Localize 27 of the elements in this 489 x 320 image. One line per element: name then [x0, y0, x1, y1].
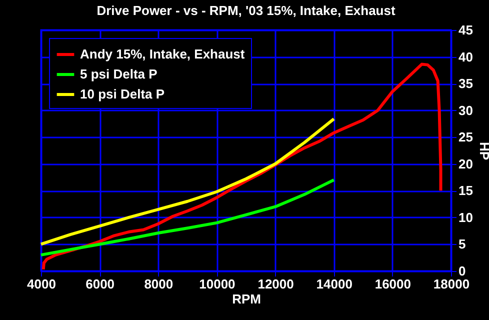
legend-label: 10 psi Delta P: [80, 86, 165, 102]
x-axis-title: RPM: [232, 292, 261, 306]
x-tick-label: 16000: [374, 276, 412, 292]
y-tick-label: 25: [458, 130, 473, 145]
x-tick-label: 18000: [433, 276, 470, 292]
y-tick-label: 30: [458, 102, 473, 118]
line-series: [40, 178, 336, 256]
x-tick-label: 10000: [199, 276, 236, 292]
y-tick-label: 40: [458, 49, 473, 64]
y-tick-label: 15: [458, 183, 473, 198]
y-axis-title: HP: [476, 142, 489, 160]
y-tick-label: 0: [458, 264, 466, 278]
line-series: [42, 62, 442, 271]
y-tick-label: 10: [458, 210, 473, 225]
x-tick-label: 6000: [86, 276, 115, 292]
x-tick-label: 14000: [316, 276, 352, 292]
y-tick-label: 5: [458, 236, 466, 252]
legend-label: Andy 15%, Intake, Exhaust: [80, 46, 246, 62]
x-tick-label: 8000: [144, 276, 174, 292]
x-tick-label: 12000: [258, 276, 294, 292]
chart-title: Drive Power - vs - RPM, '03 15%, Intake, Exhaust: [96, 3, 396, 18]
y-tick-label: 35: [458, 76, 473, 92]
line-series: [40, 117, 336, 246]
x-tick-label: 4000: [27, 276, 56, 292]
y-tick-label: 45: [458, 22, 473, 38]
y-tick-label: 20: [458, 156, 473, 172]
legend-label: 5 psi Delta P: [80, 66, 158, 82]
